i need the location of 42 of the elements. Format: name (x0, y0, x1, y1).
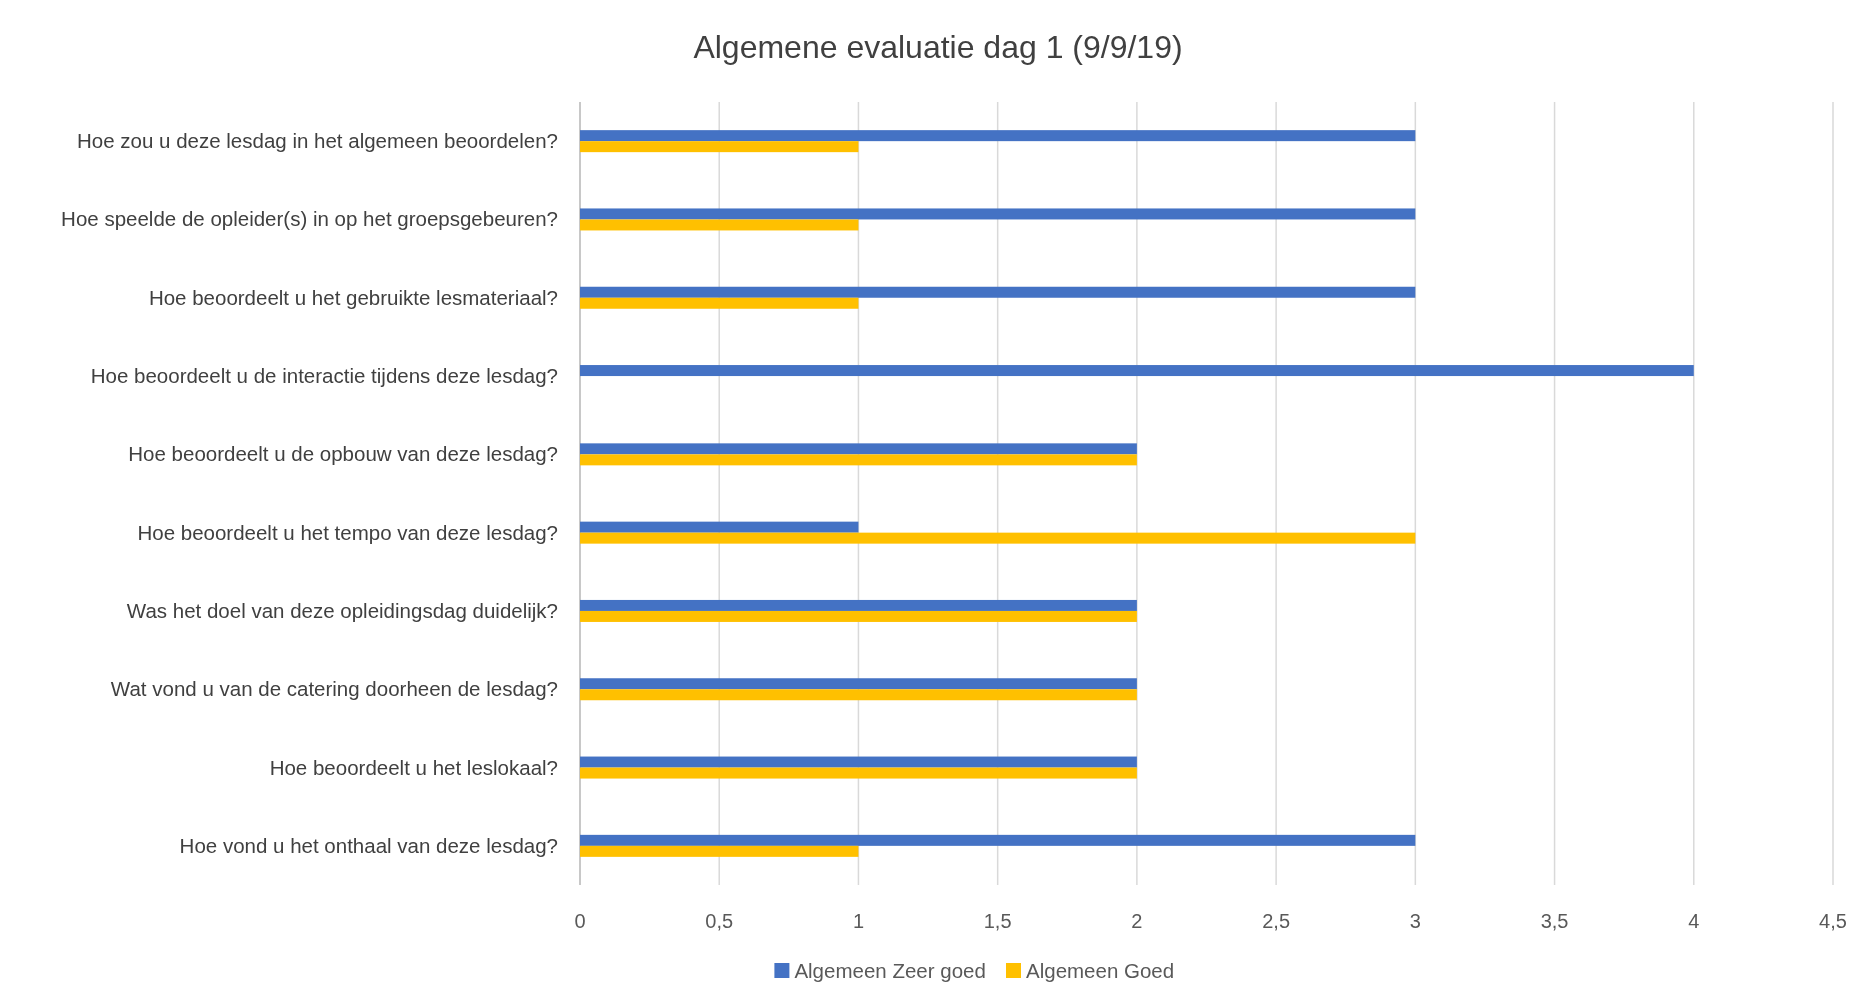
y-tick-label: Hoe zou u deze lesdag in het algemeen beoordelen? (77, 129, 558, 153)
x-tick-label: 4 (1688, 910, 1700, 932)
x-tick-label: 2 (1131, 910, 1143, 932)
bar (580, 297, 859, 309)
x-tick-label: 0 (574, 910, 586, 932)
x-tick-label: 2,5 (1262, 910, 1291, 932)
bar (580, 286, 1416, 298)
bar (580, 756, 1137, 768)
bar (580, 678, 1137, 690)
bar (580, 141, 859, 153)
bar (580, 610, 1137, 622)
y-tick-label: Hoe beoordeelt u het tempo van deze lesdag? (137, 520, 558, 544)
y-tick-label: Hoe beoordeelt u de interactie tijdens deze lesdag? (90, 364, 558, 388)
y-tick-label: Hoe beoordeelt u de opbouw van deze lesdag? (128, 442, 558, 466)
chart-title: Algemene evaluatie dag 1 (9/9/19) (693, 29, 1183, 65)
y-tick-label: Hoe beoordeelt u het gebruikte lesmateriaal? (148, 285, 558, 309)
bar (580, 208, 1416, 220)
bar (580, 845, 859, 857)
y-tick-label: Was het doel van deze opleidingsdag duidelijk? (126, 598, 558, 622)
y-tick-label: Hoe beoordeelt u het leslokaal? (269, 755, 558, 779)
legend-label: Algemeen Zeer goed (794, 959, 986, 982)
bar (580, 130, 1416, 142)
bar (580, 219, 859, 231)
x-tick-label: 1,5 (983, 910, 1012, 932)
bar (580, 834, 1416, 846)
x-tick-label: 0,5 (705, 910, 734, 932)
x-tick-label: 4,5 (1819, 910, 1847, 932)
bar (580, 454, 1137, 466)
x-tick-label: 3,5 (1540, 910, 1569, 932)
y-tick-label: Hoe vond u het onthaal van deze lesdag? (179, 833, 558, 857)
y-tick-label: Wat vond u van de catering doorheen de lesdag? (110, 677, 558, 701)
bar (580, 443, 1137, 455)
bar (580, 365, 1694, 377)
bar (580, 532, 1416, 544)
bar (580, 767, 1137, 779)
bar (580, 521, 859, 533)
y-tick-label: Hoe speelde de opleider(s) in op het groepsgebeuren? (61, 207, 558, 231)
x-tick-label: 3 (1409, 910, 1421, 932)
bar (580, 689, 1137, 701)
legend-label: Algemeen Goed (1026, 959, 1175, 982)
bar (580, 599, 1137, 611)
x-tick-label: 1 (852, 910, 865, 932)
